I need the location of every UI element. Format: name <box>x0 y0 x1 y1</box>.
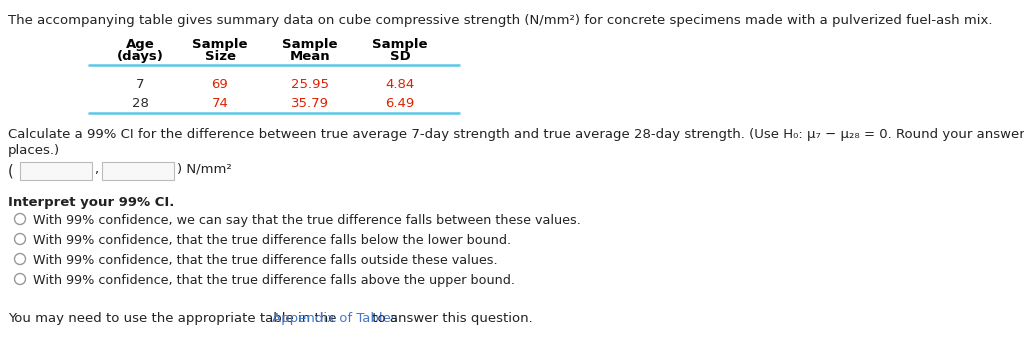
Text: Calculate a 99% CI for the difference between true average 7-day strength and tr: Calculate a 99% CI for the difference be… <box>8 128 1024 141</box>
Text: Sample: Sample <box>193 38 248 51</box>
FancyBboxPatch shape <box>20 162 92 180</box>
Text: You may need to use the appropriate table in the: You may need to use the appropriate tabl… <box>8 312 341 325</box>
Text: With 99% confidence, we can say that the true difference falls between these val: With 99% confidence, we can say that the… <box>33 214 581 227</box>
Text: ) N/mm²: ) N/mm² <box>177 163 231 176</box>
Text: Interpret your 99% CI.: Interpret your 99% CI. <box>8 196 174 209</box>
Text: (days): (days) <box>117 50 164 63</box>
Text: With 99% confidence, that the true difference falls above the upper bound.: With 99% confidence, that the true diffe… <box>33 274 515 287</box>
Circle shape <box>14 214 26 224</box>
Text: 28: 28 <box>131 97 148 110</box>
Text: to answer this question.: to answer this question. <box>369 312 534 325</box>
Text: ,: , <box>94 163 98 176</box>
Text: Sample: Sample <box>373 38 428 51</box>
FancyBboxPatch shape <box>102 162 174 180</box>
Circle shape <box>14 253 26 265</box>
Text: 6.49: 6.49 <box>385 97 415 110</box>
Text: With 99% confidence, that the true difference falls below the lower bound.: With 99% confidence, that the true diffe… <box>33 234 511 247</box>
Circle shape <box>14 274 26 285</box>
Text: Age: Age <box>126 38 155 51</box>
Circle shape <box>14 233 26 244</box>
Text: With 99% confidence, that the true difference falls outside these values.: With 99% confidence, that the true diffe… <box>33 254 498 267</box>
Text: 35.79: 35.79 <box>291 97 329 110</box>
Text: 69: 69 <box>212 78 228 91</box>
Text: (: ( <box>8 163 13 178</box>
Text: Mean: Mean <box>290 50 331 63</box>
Text: 25.95: 25.95 <box>291 78 329 91</box>
Text: Appendix of Tables: Appendix of Tables <box>271 312 397 325</box>
Text: Sample: Sample <box>283 38 338 51</box>
Text: The accompanying table gives summary data on cube compressive strength (N/mm²) f: The accompanying table gives summary dat… <box>8 14 992 27</box>
Text: places.): places.) <box>8 144 60 157</box>
Text: 7: 7 <box>136 78 144 91</box>
Text: 74: 74 <box>212 97 228 110</box>
Text: 4.84: 4.84 <box>385 78 415 91</box>
Text: Size: Size <box>205 50 236 63</box>
Text: SD: SD <box>389 50 411 63</box>
